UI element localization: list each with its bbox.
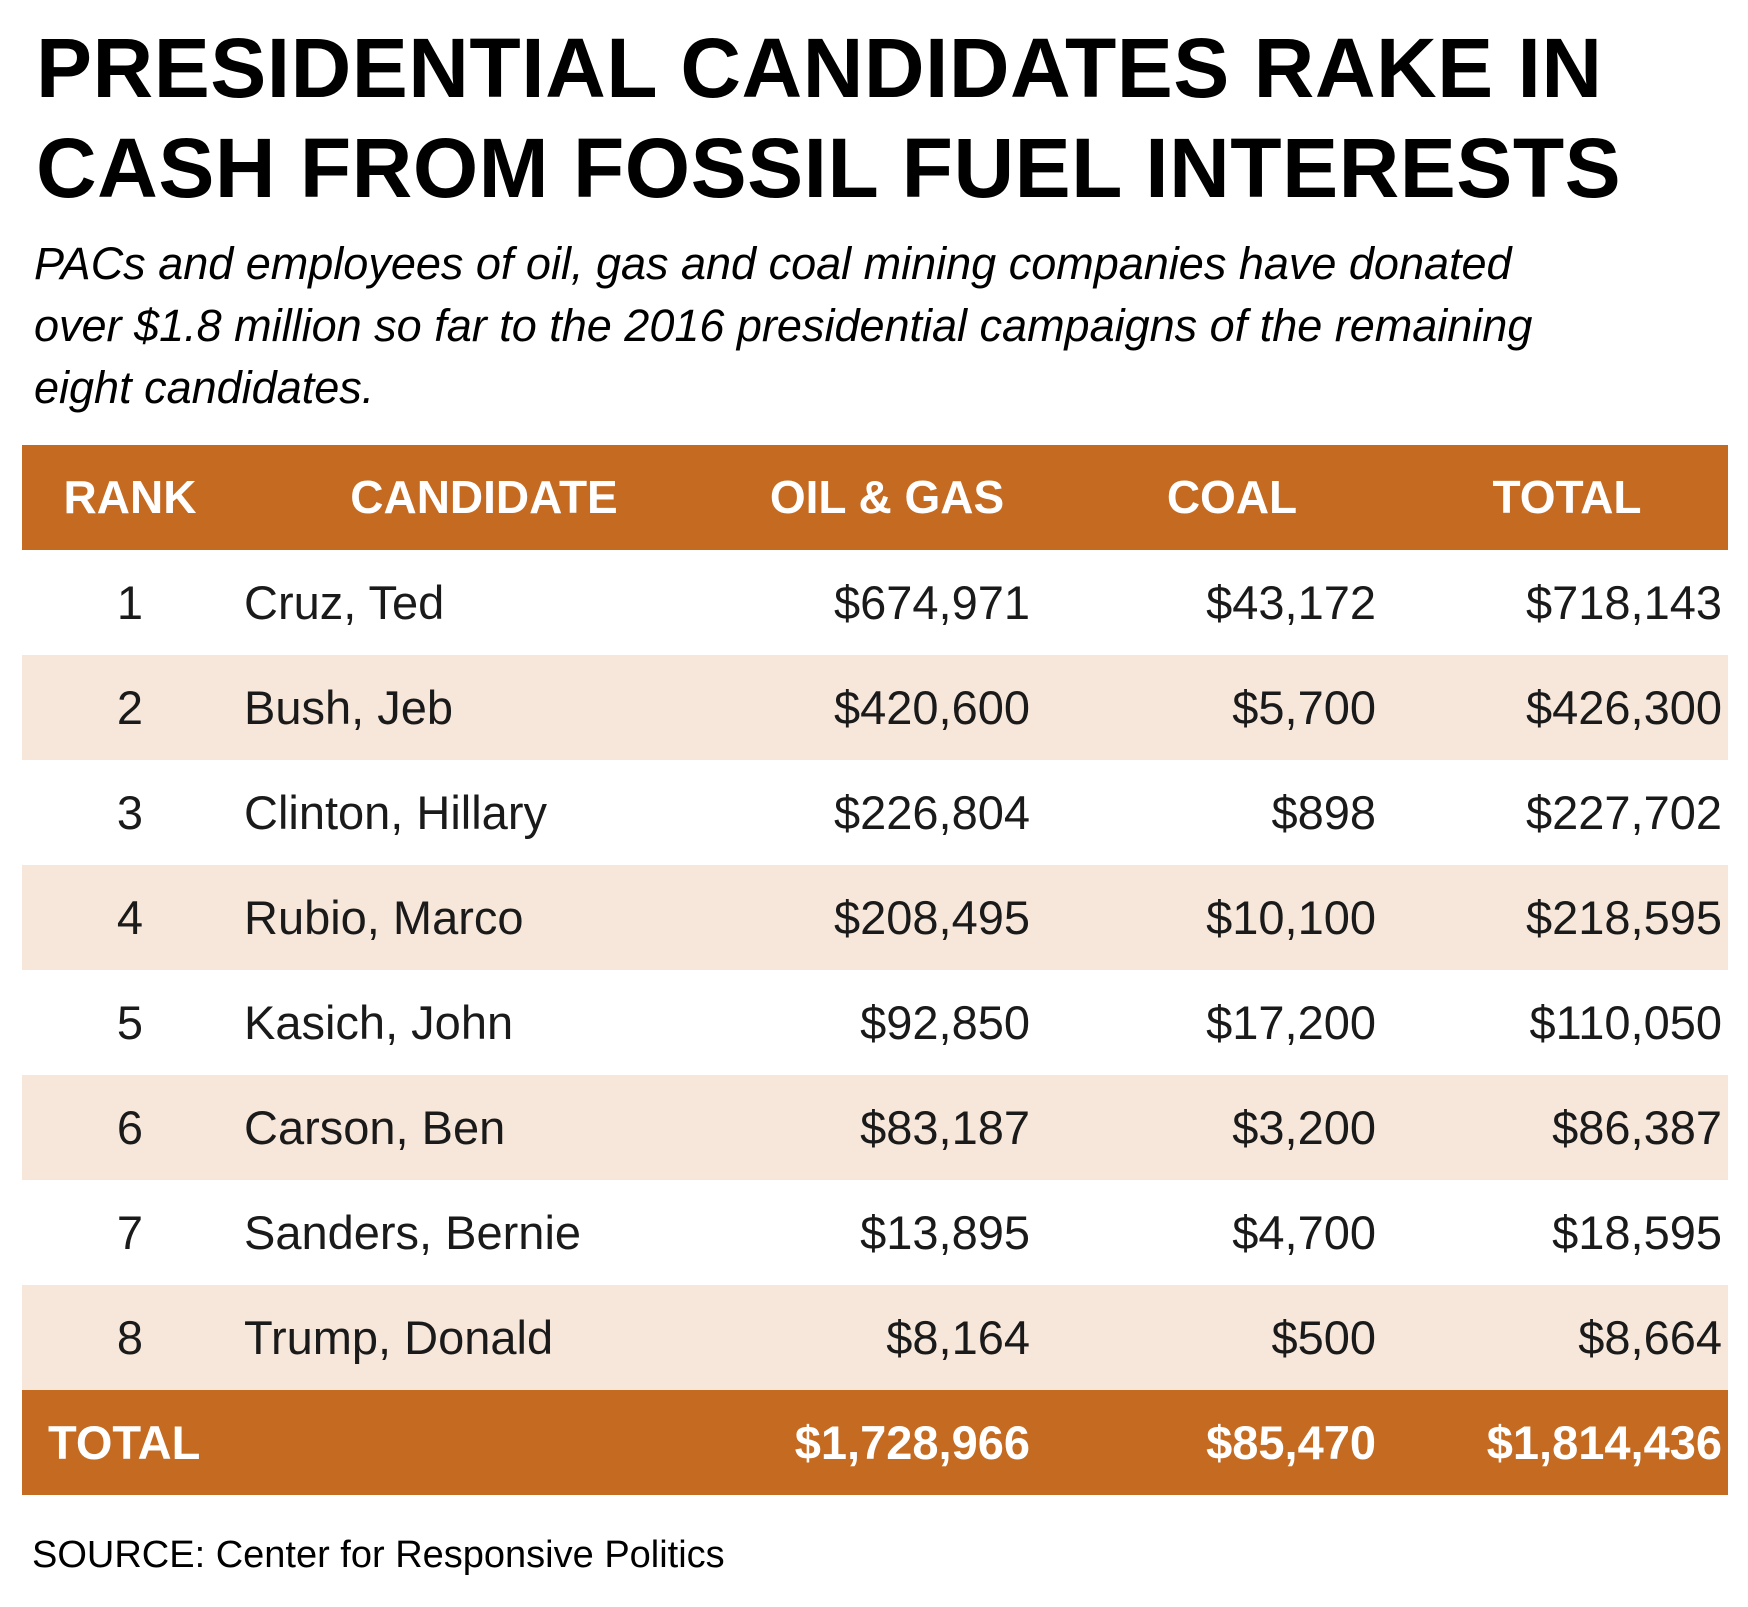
cell-total: $8,664 [1578, 1311, 1722, 1364]
cell-oil-gas: $13,895 [860, 1206, 1030, 1259]
cell-candidate: Kasich, John [244, 996, 514, 1049]
cell-oil-gas: $420,600 [833, 681, 1030, 734]
cell-coal: $43,172 [1206, 576, 1376, 629]
cell-oil-gas: $226,804 [833, 786, 1030, 839]
cell-oil-gas: $92,850 [860, 996, 1030, 1049]
table-row: 6 Carson, Ben $83,187 $3,200 $86,387 [22, 1075, 1728, 1180]
total-total: $1,814,436 [1486, 1416, 1722, 1469]
cell-candidate: Clinton, Hillary [244, 786, 547, 839]
cell-candidate: Carson, Ben [244, 1101, 506, 1154]
table-row: 5 Kasich, John $92,850 $17,200 $110,050 [22, 970, 1728, 1075]
total-coal: $85,470 [1206, 1416, 1376, 1469]
source-note: SOURCE: Center for Responsive Politics [32, 1534, 725, 1576]
cell-rank: 2 [116, 681, 144, 734]
total-oil-gas: $1,728,966 [794, 1416, 1030, 1469]
header-coal: COAL [1166, 471, 1298, 523]
cell-total: $718,143 [1525, 576, 1722, 629]
cell-coal: $898 [1271, 786, 1376, 839]
cell-candidate: Cruz, Ted [244, 576, 445, 629]
cell-total: $227,702 [1525, 786, 1722, 839]
header-oil-gas: OIL & GAS [769, 471, 1005, 523]
table-header-row: RANK CANDIDATE OIL & GAS COAL TOTAL [22, 445, 1728, 550]
cell-rank: 7 [116, 1206, 144, 1259]
cell-coal: $500 [1271, 1311, 1376, 1364]
cell-coal: $17,200 [1206, 996, 1376, 1049]
cell-rank: 8 [116, 1311, 144, 1364]
cell-total: $18,595 [1552, 1206, 1722, 1259]
cell-coal: $4,700 [1232, 1206, 1376, 1259]
cell-total: $218,595 [1525, 891, 1722, 944]
cell-total: $426,300 [1525, 681, 1722, 734]
chart-subtitle: PACs and employees of oil, gas and coal … [34, 233, 1724, 419]
cell-oil-gas: $8,164 [886, 1311, 1030, 1364]
donations-table: RANK CANDIDATE OIL & GAS COAL TOTAL 1 Cru… [22, 445, 1728, 1495]
table-row: 8 Trump, Donald $8,164 $500 $8,664 [22, 1285, 1728, 1390]
header-candidate: CANDIDATE [350, 471, 618, 523]
title-line-1: PRESIDENTIAL CANDIDATES RAKE IN [36, 21, 1603, 115]
cell-rank: 5 [116, 996, 144, 1049]
table-body: 1 Cruz, Ted $674,971 $43,172 $718,143 2 Bush, … [22, 550, 1728, 1390]
table-row: 4 Rubio, Marco $208,495 $10,100 $218,595 [22, 865, 1728, 970]
cell-coal: $10,100 [1206, 891, 1376, 944]
table-row: 2 Bush, Jeb $420,600 $5,700 $426,300 [22, 655, 1728, 760]
table-row: 3 Clinton, Hillary $226,804 $898 $227,702 [22, 760, 1728, 865]
subtitle-line-3: eight candidates. [34, 362, 375, 413]
title-line-2: CASH FROM FOSSIL FUEL INTERESTS [36, 121, 1622, 215]
total-label: TOTAL [48, 1416, 201, 1469]
cell-coal: $3,200 [1232, 1101, 1376, 1154]
header-total: TOTAL [1492, 471, 1642, 523]
cell-rank: 4 [116, 891, 144, 944]
cell-candidate: Trump, Donald [244, 1311, 554, 1364]
cell-candidate: Sanders, Bernie [244, 1206, 582, 1259]
header-rank: RANK [63, 471, 197, 523]
cell-oil-gas: $208,495 [833, 891, 1030, 944]
subtitle-line-2: over $1.8 million so far to the 2016 pre… [34, 300, 1533, 351]
subtitle-line-1: PACs and employees of oil, gas and coal … [34, 238, 1512, 289]
cell-total: $86,387 [1552, 1101, 1722, 1154]
cell-oil-gas: $674,971 [833, 576, 1030, 629]
cell-total: $110,050 [1529, 996, 1722, 1049]
chart-title: PRESIDENTIAL CANDIDATES RAKE IN CASH FRO… [36, 18, 1726, 218]
cell-coal: $5,700 [1232, 681, 1376, 734]
table-row: 1 Cruz, Ted $674,971 $43,172 $718,143 [22, 550, 1728, 655]
cell-candidate: Bush, Jeb [244, 681, 454, 734]
table-total-row: TOTAL $1,728,966 $85,470 $1,814,436 [22, 1390, 1728, 1495]
cell-rank: 1 [116, 576, 144, 629]
cell-rank: 3 [116, 786, 144, 839]
cell-oil-gas: $83,187 [860, 1101, 1030, 1154]
cell-rank: 6 [116, 1101, 144, 1154]
table-row: 7 Sanders, Bernie $13,895 $4,700 $18,595 [22, 1180, 1728, 1285]
cell-candidate: Rubio, Marco [244, 891, 524, 944]
